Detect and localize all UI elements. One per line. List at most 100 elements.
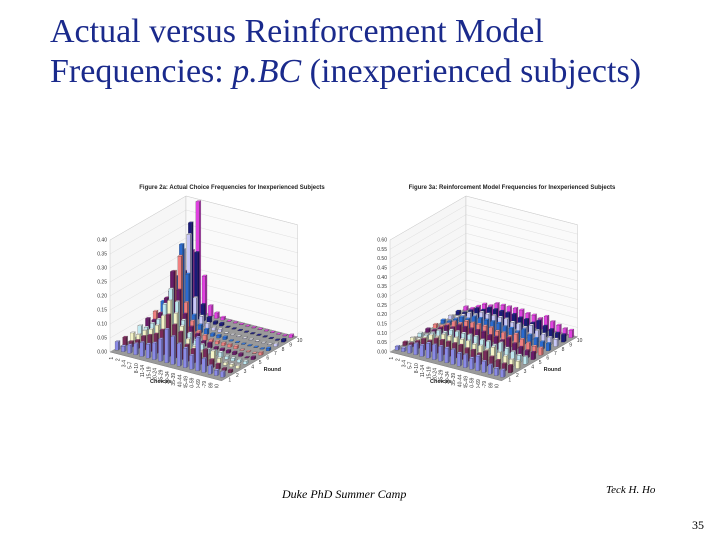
z-tick-label: 10 <box>577 338 583 344</box>
bar <box>218 321 225 327</box>
bar <box>504 346 510 360</box>
bar-front <box>222 336 227 340</box>
bar <box>257 327 264 330</box>
bar-top <box>478 311 485 313</box>
bar-top <box>223 331 230 334</box>
bar <box>505 336 512 354</box>
y-tick-label: 0.35 <box>377 284 387 290</box>
bar-top <box>486 306 493 309</box>
bar-front <box>417 333 422 338</box>
bar-top <box>500 368 506 370</box>
bar-top <box>560 333 567 335</box>
bar-front <box>176 343 181 367</box>
bar-side <box>149 342 152 359</box>
bar-top <box>414 340 421 342</box>
bar <box>524 349 530 359</box>
bar <box>527 333 533 347</box>
bar-top <box>489 320 496 322</box>
bar-top <box>518 308 525 311</box>
z-tick-label: 9 <box>569 342 572 348</box>
bar-top <box>189 354 195 356</box>
bar-front <box>553 338 558 347</box>
gridline-left <box>389 270 467 315</box>
bar-top <box>445 322 451 324</box>
title-line-2-pre: Frequencies: <box>50 53 233 90</box>
gridline-left <box>389 233 467 278</box>
bar-side <box>503 368 506 378</box>
bar-top <box>137 324 144 326</box>
bar-top <box>147 334 153 336</box>
y-tick-label: 0.10 <box>97 322 107 328</box>
bar-top <box>469 307 475 309</box>
bar-front <box>568 330 573 338</box>
bar-top <box>152 310 159 312</box>
bar-top <box>442 330 448 333</box>
bar-front <box>432 324 437 329</box>
bar-front <box>438 346 442 362</box>
bar-top <box>507 364 514 366</box>
bar-front <box>220 317 225 321</box>
bar-top <box>527 333 533 336</box>
bar-top <box>203 328 210 330</box>
bar <box>444 346 450 364</box>
bar <box>250 355 257 360</box>
bar <box>530 350 537 360</box>
bar-top <box>253 345 259 348</box>
bar <box>522 355 529 365</box>
bar-top <box>222 335 228 338</box>
bar <box>425 341 432 359</box>
bar-top <box>511 313 517 315</box>
bar-top <box>409 336 416 338</box>
bar-top <box>542 324 548 327</box>
bar-top <box>168 287 175 290</box>
bar-top <box>499 339 506 341</box>
bar <box>206 315 213 324</box>
bar-top <box>220 370 226 372</box>
bar-top <box>236 335 242 337</box>
bar-side <box>143 341 145 357</box>
bar <box>231 350 238 356</box>
bar <box>209 332 216 337</box>
bar-top <box>476 352 483 354</box>
bar-top <box>538 346 544 348</box>
bar-top <box>238 352 244 354</box>
z-tick-label: 8 <box>562 347 565 353</box>
bar-side <box>549 342 552 352</box>
bar-top <box>498 309 505 312</box>
bar <box>227 368 234 374</box>
bar-top <box>231 350 238 353</box>
x-tick-label: 40-44 <box>177 374 183 387</box>
bar <box>519 337 526 351</box>
x-tick-label: 40-44 <box>457 374 463 387</box>
bar-top <box>556 323 562 326</box>
bar-top <box>439 339 446 341</box>
bar-top <box>215 362 221 365</box>
bar <box>233 344 239 350</box>
bar-top <box>153 332 159 335</box>
bar-top <box>496 351 503 353</box>
bar-top <box>502 325 508 327</box>
bar-side <box>180 342 183 367</box>
bar-top <box>402 340 408 343</box>
bar-top <box>524 349 530 351</box>
bar-top <box>200 303 206 305</box>
z-tick-label: 3 <box>524 369 527 375</box>
bar-top <box>483 318 490 321</box>
bar-front <box>127 344 131 354</box>
bar-top <box>139 341 146 343</box>
bar-top <box>211 326 217 328</box>
bar-top <box>523 318 530 320</box>
gridline-back <box>465 279 578 309</box>
bar-top <box>154 324 161 326</box>
figure-title-model: Figure 3a: Reinforcement Model Frequenci… <box>408 185 616 191</box>
bar-top <box>244 356 250 358</box>
x-tick-label: 15-19 <box>426 366 432 379</box>
bar <box>274 338 281 341</box>
bar-top <box>221 367 228 369</box>
bar-top <box>185 272 191 275</box>
bar-front <box>523 356 527 365</box>
bar <box>213 368 220 376</box>
bar <box>203 327 210 336</box>
bar <box>120 344 127 352</box>
bar-front <box>170 336 175 365</box>
